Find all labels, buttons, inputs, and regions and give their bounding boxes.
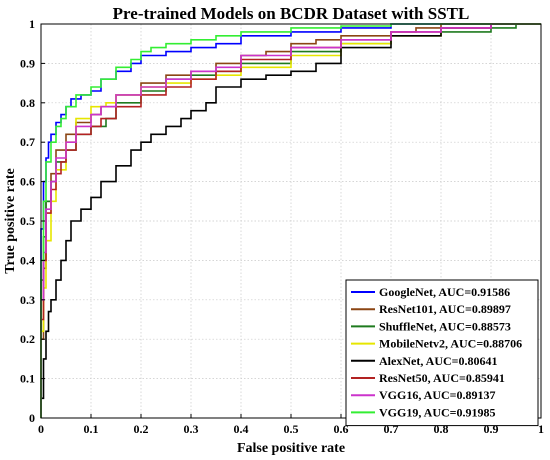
legend-entry: MobileNetv2, AUC=0.88706 bbox=[379, 337, 522, 351]
legend-entry: ResNet101, AUC=0.89897 bbox=[379, 302, 511, 316]
x-tick-label: 0.3 bbox=[184, 422, 199, 436]
y-tick-label: 0.7 bbox=[20, 135, 35, 149]
legend-entry: ResNet50, AUC=0.85941 bbox=[379, 371, 505, 385]
y-axis-label: True positive rate bbox=[3, 168, 18, 274]
x-tick-label: 0.4 bbox=[234, 422, 249, 436]
y-tick-label: 0.9 bbox=[20, 56, 35, 70]
x-tick-label: 0.2 bbox=[134, 422, 149, 436]
y-tick-label: 0.1 bbox=[20, 372, 35, 386]
legend-entry: VGG16, AUC=0.89137 bbox=[379, 388, 496, 402]
series-line-8 bbox=[40, 23, 541, 418]
chart-title: Pre-trained Models on BCDR Dataset with … bbox=[113, 4, 470, 23]
y-tick-label: 0.5 bbox=[20, 214, 35, 228]
legend-entry: AlexNet, AUC=0.80641 bbox=[379, 354, 498, 368]
y-tick-label: 1 bbox=[29, 17, 35, 31]
legend-box bbox=[345, 279, 539, 427]
y-tick-label: 0.3 bbox=[20, 293, 35, 307]
series-line-7 bbox=[40, 23, 541, 418]
y-tick-label: 0.8 bbox=[20, 96, 35, 110]
series-lines bbox=[40, 23, 541, 418]
y-tick-label: 0 bbox=[29, 411, 35, 425]
legend-entry: GoogleNet, AUC=0.91586 bbox=[379, 285, 510, 299]
x-tick-label: 0.6 bbox=[334, 422, 349, 436]
legend: GoogleNet, AUC=0.91586 ResNet101, AUC=0.8… bbox=[345, 279, 539, 427]
x-tick-label: 0.5 bbox=[284, 422, 299, 436]
x-axis-label: False positive rate bbox=[237, 441, 345, 456]
series-line-5 bbox=[40, 23, 541, 418]
x-tick-label: 0 bbox=[38, 422, 44, 436]
x-tick-label: 0.1 bbox=[84, 422, 99, 436]
y-tick-label: 0.4 bbox=[20, 253, 35, 267]
legend-entry: ShuffleNet, AUC=0.88573 bbox=[379, 319, 511, 333]
legend-entry: VGG19, AUC=0.91985 bbox=[379, 405, 496, 419]
x-tick-label: 1 bbox=[538, 422, 544, 436]
y-tick-label: 0.2 bbox=[20, 332, 35, 346]
y-tick-label: 0.6 bbox=[20, 175, 35, 189]
